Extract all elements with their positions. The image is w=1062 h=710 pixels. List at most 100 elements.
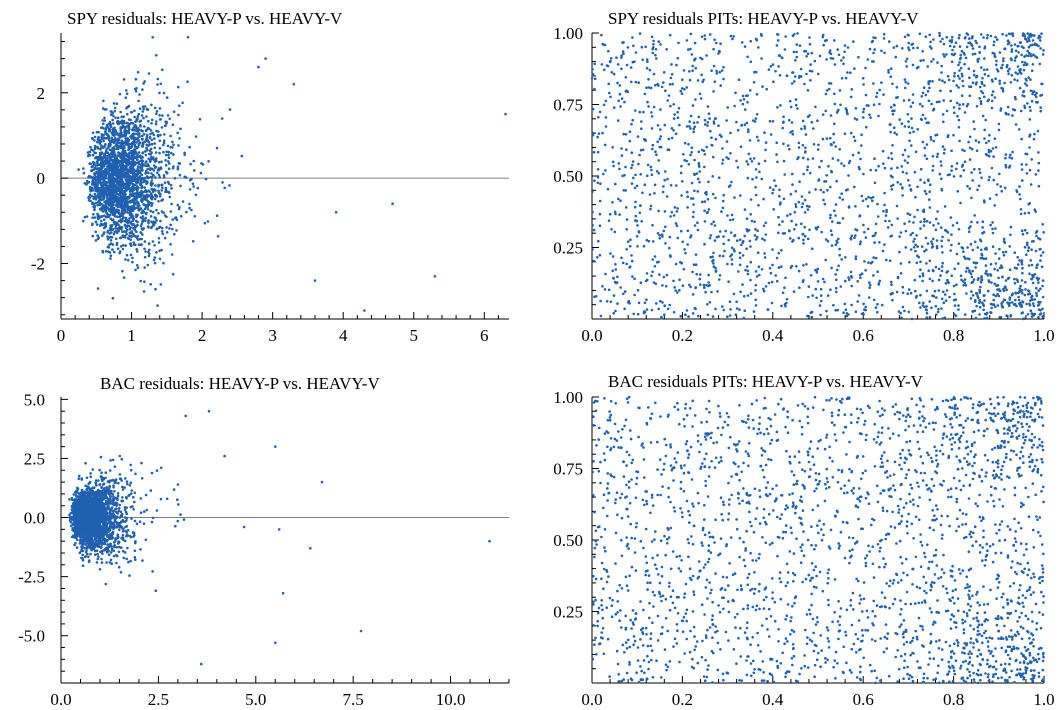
data-point <box>1033 273 1037 276</box>
data-point <box>808 69 812 73</box>
data-point <box>1019 212 1023 216</box>
data-point <box>843 44 847 47</box>
data-point <box>109 123 112 126</box>
data-point <box>974 39 977 43</box>
data-point <box>648 68 652 72</box>
data-point <box>661 301 664 304</box>
data-point <box>977 57 980 61</box>
data-point <box>664 170 667 173</box>
data-point <box>146 108 150 111</box>
data-point <box>844 76 848 80</box>
data-point <box>100 151 104 154</box>
data-point <box>616 302 619 305</box>
data-point <box>999 289 1002 293</box>
data-point <box>746 176 750 180</box>
data-point <box>676 207 679 210</box>
data-point <box>832 141 836 144</box>
data-point <box>686 243 689 246</box>
data-point <box>1007 72 1010 76</box>
data-point <box>614 182 617 186</box>
data-point <box>1041 284 1044 288</box>
data-point <box>958 107 961 110</box>
data-point <box>883 51 886 55</box>
data-point <box>823 202 827 206</box>
data-point <box>129 162 132 165</box>
data-point <box>661 190 665 194</box>
data-point <box>939 160 943 163</box>
data-point <box>153 216 156 219</box>
data-point <box>660 233 664 236</box>
data-point <box>620 67 623 71</box>
data-point <box>705 193 708 196</box>
data-point <box>689 32 693 36</box>
data-point <box>1025 163 1028 166</box>
data-point <box>842 164 846 168</box>
data-point <box>592 228 596 232</box>
data-point <box>652 281 656 284</box>
data-point <box>987 289 990 293</box>
data-point <box>911 93 915 96</box>
data-point <box>116 215 119 218</box>
data-point <box>872 36 875 39</box>
data-point <box>890 167 893 170</box>
data-point <box>989 34 993 38</box>
data-point <box>853 185 856 189</box>
data-point <box>958 33 961 37</box>
data-point <box>663 304 666 308</box>
data-point <box>628 266 631 269</box>
data-point <box>649 86 653 90</box>
data-point <box>943 205 947 208</box>
data-point <box>707 273 710 277</box>
data-point <box>612 72 616 76</box>
data-point <box>175 229 178 232</box>
data-point <box>810 315 814 319</box>
data-point <box>115 203 118 207</box>
data-point <box>914 249 917 253</box>
data-point <box>157 212 160 215</box>
data-point <box>92 168 96 171</box>
chart-panel-1: SPY residuals: HEAVY-P vs. HEAVY-V0 1 2 3 4 5… <box>31 9 509 345</box>
data-point <box>92 183 96 186</box>
data-point <box>159 166 163 169</box>
data-point <box>985 141 988 145</box>
data-point <box>786 214 789 217</box>
data-point <box>755 176 758 179</box>
data-point <box>140 163 143 167</box>
data-point <box>689 234 693 237</box>
data-point <box>125 89 128 92</box>
data-point <box>158 192 161 195</box>
data-point <box>96 187 100 191</box>
data-point <box>1014 56 1017 60</box>
data-point <box>172 153 175 156</box>
data-point <box>696 79 700 82</box>
data-point <box>962 250 965 253</box>
data-point <box>752 310 756 313</box>
data-point <box>820 159 823 163</box>
data-point <box>1004 163 1007 167</box>
data-point <box>963 53 966 56</box>
data-point <box>778 194 781 198</box>
data-point <box>115 208 118 212</box>
data-point <box>623 100 626 104</box>
data-point <box>683 88 686 91</box>
data-point <box>797 269 801 273</box>
data-point <box>841 198 844 201</box>
data-point <box>121 180 125 184</box>
data-point <box>864 269 867 272</box>
data-point <box>940 245 944 248</box>
data-point <box>876 302 879 306</box>
data-point <box>1020 53 1023 57</box>
data-point <box>828 49 832 52</box>
data-point <box>925 121 929 124</box>
data-point <box>611 269 614 273</box>
data-point <box>607 219 611 222</box>
data-point <box>812 143 816 146</box>
data-point <box>982 230 986 234</box>
data-point <box>932 139 936 143</box>
data-point <box>1017 128 1021 131</box>
data-point <box>148 149 152 152</box>
data-point <box>178 137 181 140</box>
data-point <box>625 218 629 221</box>
data-point <box>662 71 666 74</box>
data-point <box>654 282 658 286</box>
